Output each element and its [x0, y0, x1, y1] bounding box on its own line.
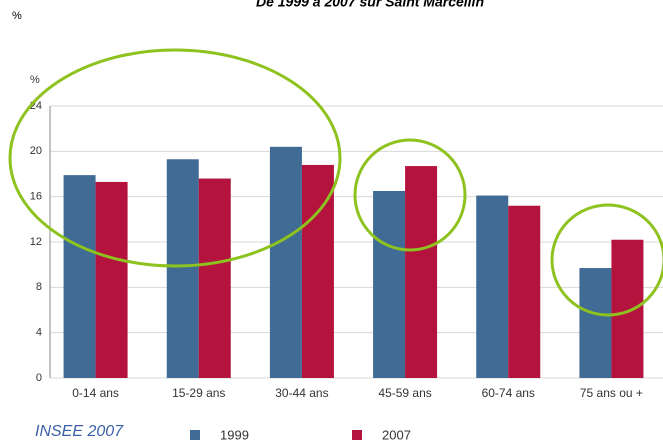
- x-tick-label: 30-44 ans: [275, 386, 328, 400]
- bar: [373, 191, 406, 378]
- y-tick-label: 20: [30, 145, 42, 157]
- bar: [301, 164, 334, 378]
- legend-swatch: [352, 430, 362, 440]
- bar: [579, 268, 612, 378]
- y-tick-label: 0: [36, 372, 42, 384]
- bar: [198, 178, 231, 378]
- highlight-ellipse: [550, 203, 663, 317]
- highlight-ellipse: [8, 48, 342, 268]
- legend-label: 1999: [220, 427, 249, 442]
- x-tick-label: 75 ans ou +: [580, 386, 643, 400]
- x-tick-label: 45-59 ans: [378, 386, 431, 400]
- y-tick-label: 12: [30, 236, 42, 248]
- chart-title: De 1999 à 2007 sur Saint Marcellin: [256, 0, 484, 10]
- y-tick-label: 8: [36, 281, 42, 293]
- corner-mark: %: [12, 10, 22, 22]
- bar: [63, 175, 96, 378]
- bar: [405, 166, 438, 378]
- x-tick-label: 0-14 ans: [72, 386, 119, 400]
- legend-label: 2007: [382, 427, 411, 442]
- y-tick-label: 4: [36, 327, 42, 339]
- y-tick-label: 16: [30, 191, 42, 203]
- x-tick-label: 60-74 ans: [482, 386, 535, 400]
- source-note: INSEE 2007: [35, 423, 124, 440]
- bar: [269, 146, 302, 378]
- highlight-ellipse: [353, 138, 467, 252]
- bar: [611, 239, 644, 378]
- x-tick-label: 15-29 ans: [172, 386, 225, 400]
- bar: [166, 159, 199, 378]
- bar: [476, 195, 509, 378]
- bar: [95, 181, 128, 378]
- legend-swatch: [190, 430, 200, 440]
- y-axis-label: %: [30, 74, 40, 86]
- bar: [508, 205, 541, 378]
